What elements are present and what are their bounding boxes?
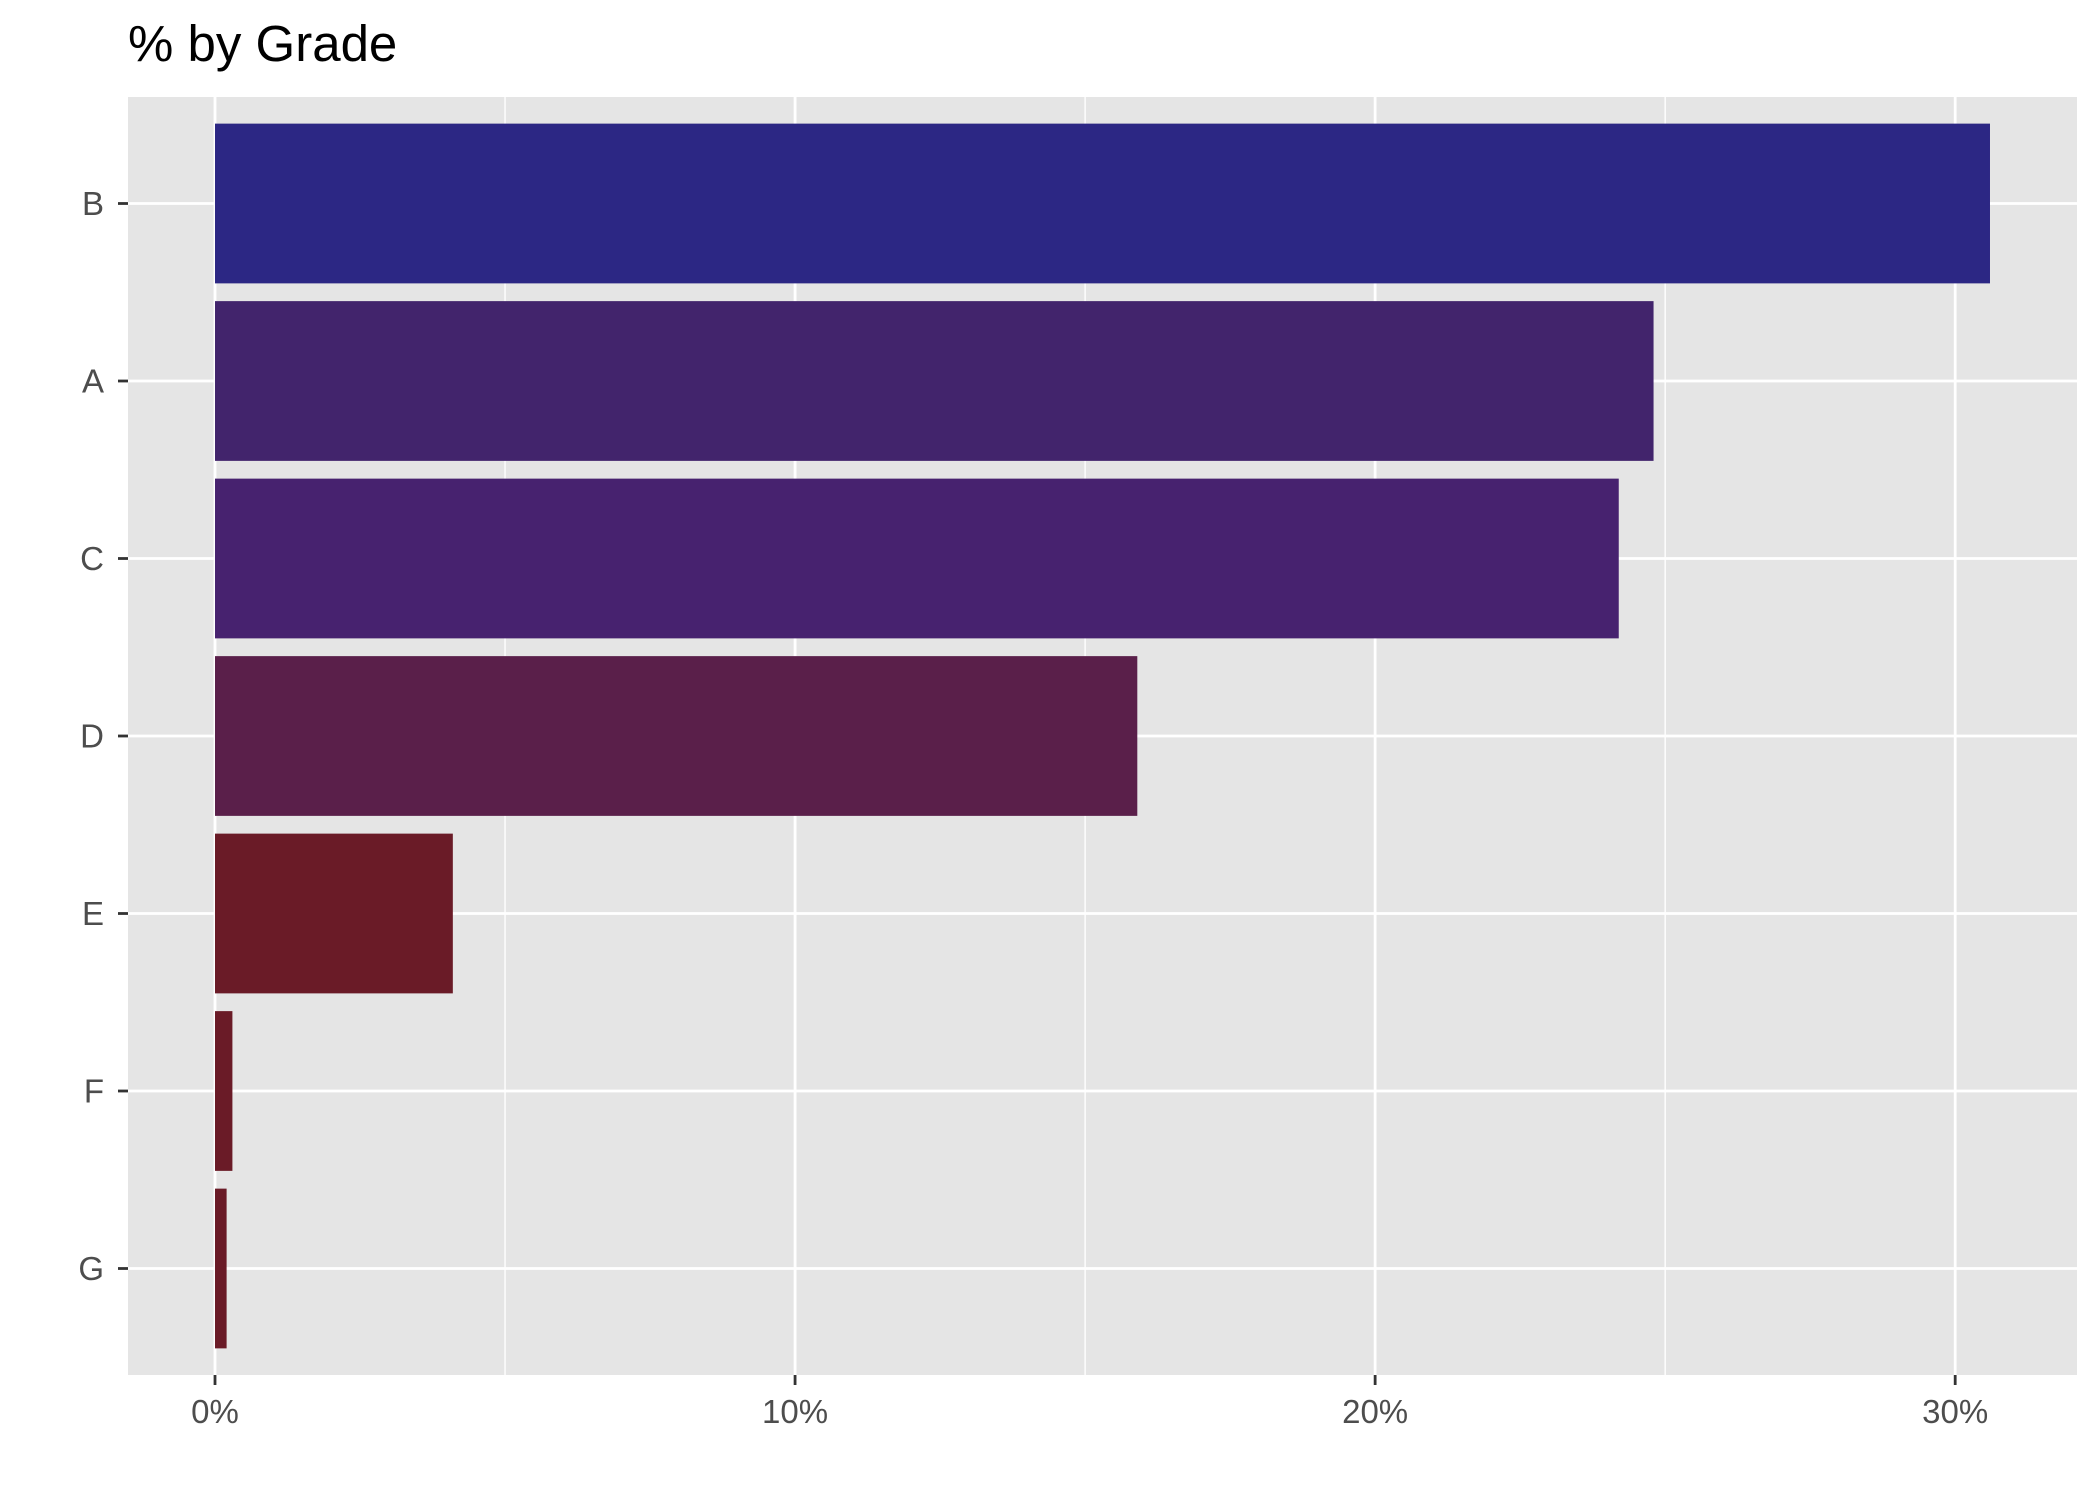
y-tick-label: G — [78, 1250, 104, 1287]
bar-E — [215, 833, 453, 994]
bar-C — [215, 478, 1619, 639]
bar-G — [215, 1188, 227, 1349]
x-tick-label: 30% — [1922, 1393, 1988, 1430]
bar-A — [215, 301, 1654, 461]
bar-F — [215, 1011, 233, 1171]
y-axis: B A C D E F G — [78, 185, 128, 1287]
chart-title: % by Grade — [128, 15, 398, 72]
y-tick-label: C — [80, 540, 104, 577]
x-tick-label: 10% — [762, 1393, 828, 1430]
y-tick-label: E — [82, 895, 104, 932]
x-tick-label: 20% — [1342, 1393, 1408, 1430]
bar-B — [215, 123, 1990, 284]
bars — [215, 123, 1990, 1349]
x-tick-label: 0% — [191, 1393, 239, 1430]
y-tick-label: A — [82, 363, 104, 400]
bar-D — [215, 656, 1138, 816]
y-tick-label: D — [80, 718, 104, 755]
x-axis: 0% 10% 20% 30% — [191, 1375, 1988, 1430]
y-tick-label: F — [84, 1073, 104, 1110]
y-tick-label: B — [82, 185, 104, 222]
